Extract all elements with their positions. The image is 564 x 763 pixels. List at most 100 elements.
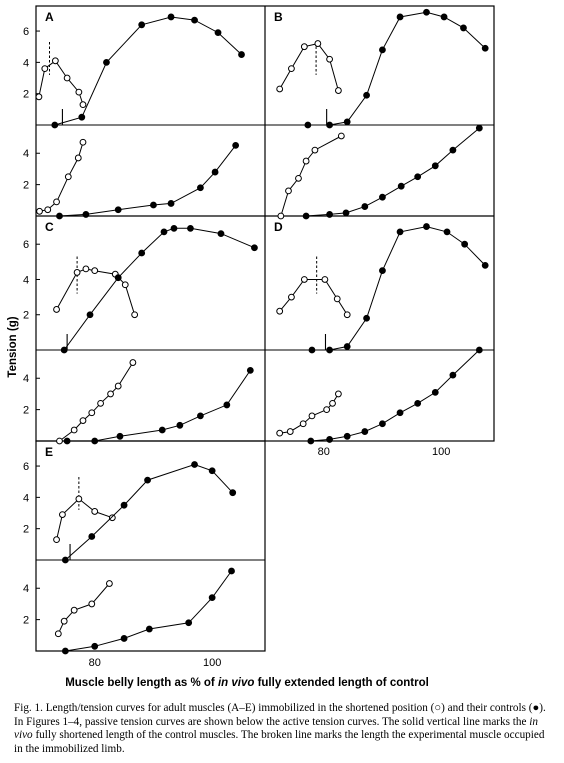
y-tick-label: 6 bbox=[23, 239, 29, 251]
x-tick-label: 100 bbox=[432, 446, 450, 458]
filled-data-point bbox=[302, 212, 310, 220]
filled-data-point bbox=[363, 91, 370, 99]
filled-series-line bbox=[65, 570, 232, 652]
filled-series-line bbox=[67, 370, 251, 442]
filled-data-point bbox=[449, 146, 457, 154]
filled-data-point bbox=[423, 223, 430, 230]
open-data-point bbox=[75, 495, 83, 503]
filled-data-point bbox=[460, 24, 467, 32]
filled-data-point bbox=[326, 211, 333, 218]
filled-data-point bbox=[88, 533, 96, 540]
panel-label-a: A bbox=[45, 10, 54, 24]
filled-data-point bbox=[396, 13, 404, 21]
filled-data-point bbox=[138, 249, 146, 257]
open-data-point bbox=[54, 630, 62, 638]
filled-data-point bbox=[379, 420, 386, 428]
x-tick-label: 80 bbox=[89, 657, 101, 669]
filled-series-line bbox=[59, 145, 236, 217]
filled-data-point bbox=[343, 343, 351, 350]
y-tick-label: 6 bbox=[23, 461, 29, 473]
filled-data-point bbox=[475, 124, 483, 132]
panel-label-c: C bbox=[45, 220, 54, 234]
open-data-point bbox=[286, 428, 294, 435]
filled-data-point bbox=[251, 244, 258, 252]
y-tick-label: 4 bbox=[23, 274, 29, 286]
open-data-point bbox=[288, 65, 295, 73]
filled-data-point bbox=[51, 121, 59, 129]
y-tick-label: 2 bbox=[23, 89, 29, 101]
open-data-point bbox=[73, 269, 81, 276]
y-tick-label: 2 bbox=[23, 180, 29, 192]
filled-series-line bbox=[312, 226, 486, 351]
filled-data-point bbox=[208, 467, 216, 475]
filled-data-point bbox=[78, 113, 86, 121]
y-tick-label: 4 bbox=[23, 57, 29, 69]
y-tick-label: 6 bbox=[23, 26, 29, 38]
filled-data-point bbox=[232, 141, 240, 149]
open-data-point bbox=[91, 508, 99, 515]
filled-data-point bbox=[61, 647, 69, 655]
filled-data-point bbox=[116, 432, 124, 440]
filled-data-point bbox=[326, 121, 333, 129]
filled-data-point bbox=[379, 193, 386, 201]
plot-d-active: D bbox=[274, 220, 489, 354]
open-series-line bbox=[57, 583, 110, 634]
open-data-point bbox=[35, 93, 43, 101]
open-data-point bbox=[53, 198, 60, 206]
filled-data-point bbox=[229, 489, 237, 497]
filled-data-point bbox=[120, 635, 128, 642]
panel-label-b: B bbox=[274, 10, 283, 24]
y-tick-label: 2 bbox=[23, 615, 29, 627]
open-data-point bbox=[131, 311, 139, 319]
open-series-line bbox=[56, 498, 113, 540]
open-data-point bbox=[79, 101, 87, 109]
open-data-point bbox=[276, 307, 284, 315]
filled-data-point bbox=[82, 211, 90, 218]
open-data-point bbox=[36, 207, 43, 215]
filled-data-point bbox=[114, 274, 122, 282]
filled-data-point bbox=[167, 200, 175, 207]
filled-data-point bbox=[197, 184, 204, 192]
open-data-point bbox=[285, 187, 292, 195]
filled-data-point bbox=[461, 240, 469, 248]
open-data-point bbox=[333, 295, 341, 303]
open-data-point bbox=[326, 55, 333, 63]
filled-data-point bbox=[361, 428, 369, 435]
filled-data-point bbox=[223, 401, 231, 409]
open-data-point bbox=[329, 399, 336, 407]
open-data-point bbox=[70, 426, 78, 434]
open-data-point bbox=[295, 174, 302, 182]
filled-data-point bbox=[414, 173, 422, 181]
filled-series-line bbox=[310, 349, 480, 442]
filled-data-point bbox=[176, 421, 184, 429]
y-tick-label: 2 bbox=[23, 310, 29, 322]
plot-c-passive: 24 bbox=[23, 359, 254, 445]
open-data-point bbox=[276, 429, 284, 437]
filled-data-point bbox=[167, 13, 175, 21]
filled-data-point bbox=[308, 346, 316, 354]
filled-data-point bbox=[185, 619, 193, 627]
filled-data-point bbox=[150, 201, 157, 209]
filled-data-point bbox=[238, 51, 245, 58]
filled-series-line bbox=[63, 227, 255, 351]
open-data-point bbox=[276, 85, 284, 93]
filled-data-point bbox=[326, 346, 333, 354]
filled-data-point bbox=[443, 228, 451, 236]
filled-data-point bbox=[144, 476, 151, 484]
open-data-point bbox=[70, 606, 78, 614]
filled-data-point bbox=[342, 209, 350, 217]
open-data-point bbox=[44, 206, 52, 214]
y-tick-label: 4 bbox=[23, 492, 29, 504]
plot-a-active: 2 4 6 A bbox=[23, 10, 245, 129]
filled-data-point bbox=[326, 436, 333, 443]
filled-data-point bbox=[191, 16, 198, 24]
open-data-point bbox=[108, 514, 116, 522]
figure-caption: Fig. 1. Length/tension curves for adult … bbox=[14, 702, 546, 755]
filled-data-point bbox=[138, 21, 146, 29]
filled-data-point bbox=[217, 230, 225, 238]
open-data-point bbox=[88, 409, 96, 417]
open-data-point bbox=[64, 173, 72, 181]
filled-data-point bbox=[449, 371, 457, 379]
filled-data-point bbox=[246, 366, 254, 374]
